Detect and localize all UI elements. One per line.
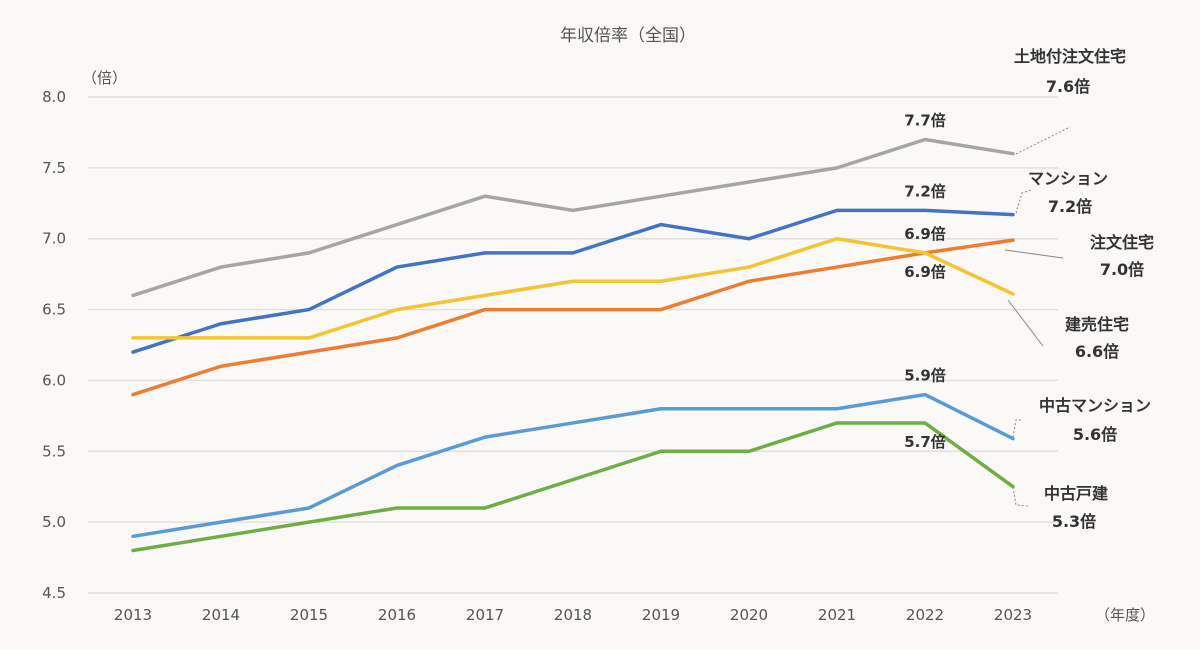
x-axis-ticks: 2013 2014 2015 2016 2017 2018 2019 2020 2021 2022… [114,606,1032,624]
leader-line [1015,126,1071,155]
data-label: 5.7倍 [904,433,946,451]
y-axis-unit-label: （倍） [82,69,127,87]
y-tick-label: 4.5 [42,584,66,602]
series-name-label: 土地付注文住宅 [1014,47,1126,66]
series-end-value-label: 7.0倍 [1100,260,1144,279]
series-name-label: マンション [1028,169,1108,188]
series-end-value-label: 5.3倍 [1052,512,1096,531]
series-name-label: 注文住宅 [1090,233,1154,252]
chart-title: 年収倍率（全国） [560,26,696,46]
y-tick-label: 6.5 [42,301,66,319]
y-tick-label: 6.0 [42,371,66,389]
data-label: 7.7倍 [904,112,946,130]
leader-line [1012,419,1021,438]
gridlines [88,96,1058,594]
leader-line [1007,299,1044,347]
x-tick-label: 2020 [730,606,768,624]
x-tick-label: 2018 [554,606,592,624]
series-line-5 [131,392,1015,539]
series-line-6 [131,421,1015,553]
y-tick-label: 8.0 [42,88,66,106]
series-end-value-label: 6.6倍 [1075,342,1119,361]
data-label: 5.9倍 [904,367,946,385]
leader-line [1004,249,1064,259]
y-tick-label: 7.0 [42,230,66,248]
x-tick-label: 2019 [642,606,680,624]
y-tick-label: 5.5 [42,442,66,460]
series-name-label: 中古マンション [1039,396,1151,415]
x-tick-label: 2023 [994,606,1032,624]
series-line-1 [131,137,1015,298]
data-label: 6.9倍 [904,225,946,243]
series-end-value-label: 7.6倍 [1046,77,1090,96]
x-axis-unit-label: （年度） [1095,606,1155,624]
series-end-value-label: 5.6倍 [1073,425,1117,444]
data-label: 7.2倍 [904,182,946,200]
x-tick-label: 2014 [202,606,240,624]
x-tick-label: 2022 [906,606,944,624]
y-tick-label: 5.0 [42,513,66,531]
y-tick-label: 7.5 [42,159,66,177]
x-tick-label: 2017 [466,606,504,624]
series-end-value-label: 7.2倍 [1048,197,1092,216]
series-name-label: 中古戸建 [1044,484,1108,503]
x-tick-label: 2021 [818,606,856,624]
leader-line [1015,189,1032,214]
series-name-label: 建売住宅 [1065,315,1129,334]
data-label: 6.9倍 [904,263,946,281]
leader-line [1012,486,1029,507]
series-lines [131,137,1015,553]
data-labels: 7.7倍 7.2倍 6.9倍 6.9倍 5.9倍 5.7倍 [904,112,946,451]
x-tick-label: 2015 [290,606,328,624]
x-tick-label: 2016 [378,606,416,624]
leader-lines [1004,126,1071,507]
x-tick-label: 2013 [114,606,152,624]
y-axis-ticks: 8.0 7.5 7.0 6.5 6.0 5.5 5.0 4.5 [42,88,66,602]
